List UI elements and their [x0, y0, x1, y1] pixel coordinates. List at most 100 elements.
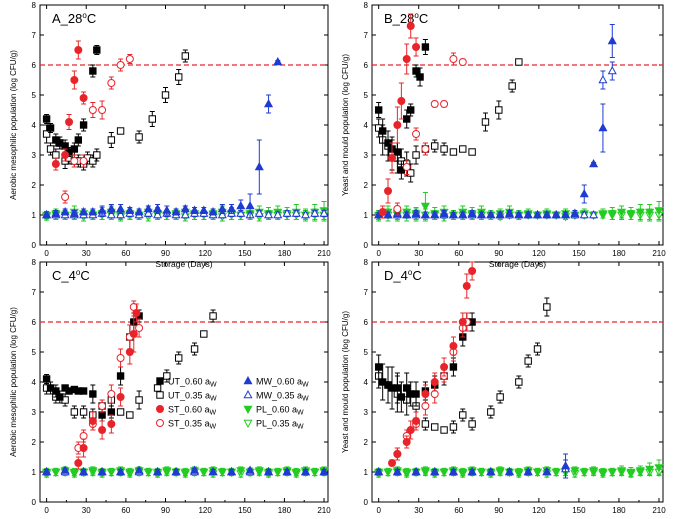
data-point	[79, 121, 88, 129]
panel-c-y-axis-label: Aerobic mesophilic population (log CFU/g…	[9, 307, 18, 457]
data-point	[236, 467, 246, 476]
data-point	[402, 438, 411, 446]
data-point	[397, 97, 406, 105]
panel-a-x-tick-label: 180	[278, 249, 292, 258]
data-point	[116, 466, 126, 476]
data-point	[116, 127, 125, 135]
data-point	[430, 390, 439, 398]
legend-item-st035: ST_0.35 aW	[156, 419, 217, 431]
data-point	[449, 342, 458, 350]
panel-a-y-tick-label: 8	[32, 1, 37, 10]
data-point	[579, 209, 589, 219]
data-point	[402, 55, 411, 63]
panel-b-series-st035	[393, 52, 467, 216]
data-point	[532, 468, 543, 478]
panel-b-x-tick-label: 90	[494, 249, 503, 258]
data-point	[319, 466, 329, 476]
data-point	[190, 205, 200, 214]
panel-c-y-tick-label: 3	[32, 408, 37, 417]
data-point	[403, 384, 411, 392]
legend-label-subscript: W	[297, 424, 304, 431]
data-point	[264, 209, 274, 219]
data-point	[439, 208, 449, 217]
data-point	[561, 209, 571, 219]
legend-label-text: PL_0.35 a	[256, 419, 297, 429]
panel-a-title-degree: o	[82, 11, 87, 20]
data-point	[254, 467, 264, 476]
legend-label-text: PL_0.60 a	[256, 405, 297, 415]
panel-d-x-tick-label: 30	[414, 506, 423, 514]
data-point	[227, 203, 237, 213]
panel-b-x-tick-label: 120	[532, 249, 546, 258]
data-point	[467, 208, 477, 217]
panel-c-x-tick-label: 30	[82, 506, 91, 514]
data-point	[79, 444, 88, 452]
data-point	[134, 465, 144, 474]
panel-d-x-tick-label: 0	[376, 506, 381, 514]
data-point	[79, 408, 88, 416]
panel-d-x-tick-label: 150	[572, 506, 586, 514]
data-point	[51, 468, 61, 478]
panel-c-x-tick-label: 210	[317, 506, 331, 514]
data-point	[310, 468, 320, 478]
data-point	[645, 465, 655, 475]
panel-d-series-mw060	[374, 453, 571, 479]
data-point	[508, 82, 516, 90]
data-point	[190, 345, 199, 353]
data-point	[175, 354, 183, 362]
data-point	[420, 467, 430, 476]
panel-d-y-tick-label: 8	[364, 258, 369, 267]
data-point	[98, 426, 107, 434]
data-point	[181, 52, 190, 60]
data-point	[143, 208, 153, 217]
data-point	[542, 209, 552, 219]
panel-c-y-tick-label: 8	[32, 258, 37, 267]
data-point	[98, 402, 107, 410]
data-point	[42, 115, 51, 123]
data-point	[384, 187, 393, 195]
data-point	[46, 145, 55, 153]
data-point	[61, 193, 70, 201]
panel-d-title: D_4oC	[384, 268, 422, 283]
data-point	[79, 206, 89, 216]
data-point	[403, 115, 411, 123]
data-point	[60, 206, 70, 216]
data-point	[106, 203, 116, 213]
data-point	[153, 384, 162, 392]
data-point	[163, 372, 171, 380]
panel-b-x-tick-label: 210	[652, 249, 666, 258]
legend-label-subscript: W	[210, 396, 217, 403]
panel-d-series-st060	[388, 261, 477, 467]
panel-b-y-tick-label: 3	[364, 151, 369, 160]
data-point	[495, 209, 505, 219]
data-point	[378, 208, 387, 216]
data-point	[116, 372, 125, 380]
data-point	[402, 163, 411, 171]
data-point	[402, 468, 412, 478]
panel-a-y-tick-label: 3	[32, 151, 37, 160]
legend-label: MW_0.35 aW	[256, 391, 309, 403]
legend-label-subscript: W	[210, 424, 217, 431]
data-point	[116, 209, 126, 219]
data-point	[504, 208, 515, 217]
panel-c-x-tick-label: 120	[198, 506, 212, 514]
data-point	[607, 35, 617, 45]
data-point	[227, 466, 237, 476]
panel-c-x-tick-label: 0	[44, 506, 49, 514]
data-point	[190, 465, 200, 474]
data-point	[106, 468, 116, 478]
data-point	[282, 208, 292, 217]
panel-b-chart: 0 30 60 90 120 150 180 210 0 1 2 3 4 5 6 7 8 Storage (Day…	[341, 1, 666, 269]
panel-b-y-tick-label: 6	[364, 61, 369, 70]
data-point	[319, 208, 329, 217]
data-point	[458, 468, 468, 478]
data-point	[431, 423, 439, 431]
panel-d-y-tick-label: 0	[364, 498, 369, 507]
panel-c-y-tick-label: 4	[32, 378, 37, 387]
data-point	[74, 136, 83, 144]
data-point	[495, 106, 503, 114]
data-point	[217, 209, 227, 219]
legend-label-subscript: W	[210, 382, 217, 389]
data-point	[654, 464, 664, 473]
